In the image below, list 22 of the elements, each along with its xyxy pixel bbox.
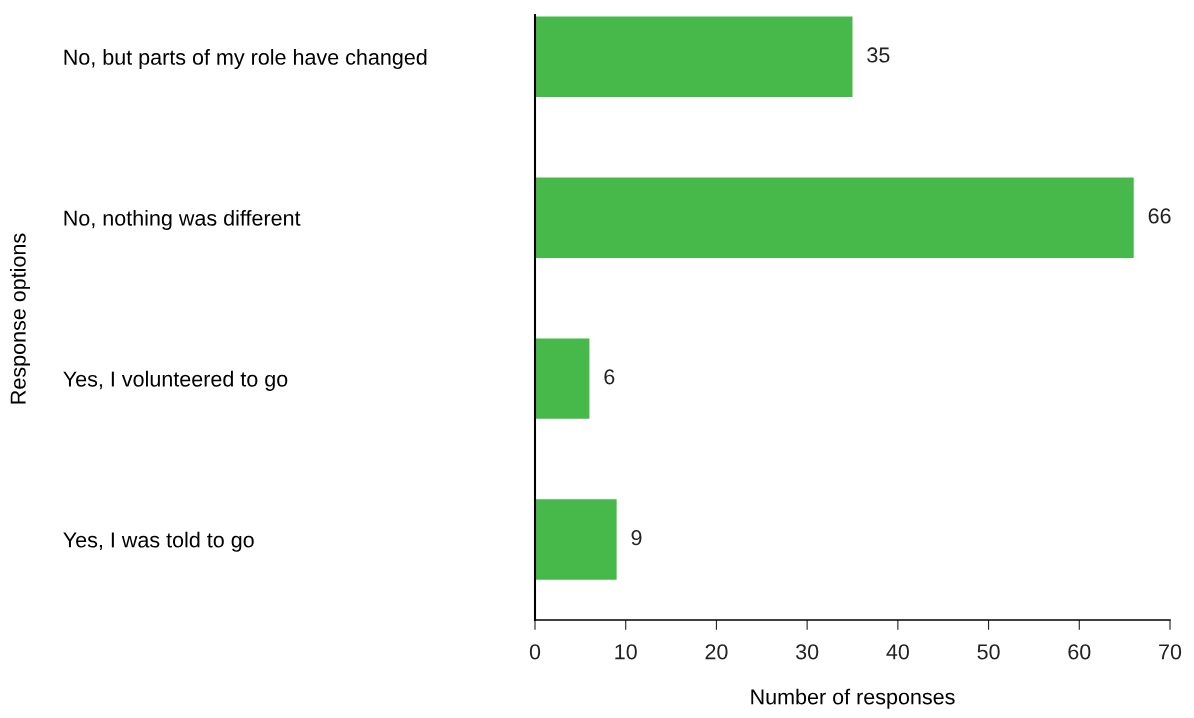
data-label: 66 bbox=[1148, 208, 1171, 224]
y-tick-label: Yes, I was told to go bbox=[63, 531, 254, 552]
y-axis-title: Response options bbox=[9, 233, 31, 404]
y-tick-label: Yes, I volunteered to go bbox=[63, 370, 288, 391]
x-tick-label: 70 bbox=[1159, 644, 1182, 660]
bar bbox=[535, 16, 853, 98]
bar bbox=[535, 338, 590, 419]
x-tick-label: 20 bbox=[705, 644, 728, 660]
x-tick-label: 0 bbox=[529, 644, 541, 660]
data-label: 9 bbox=[631, 530, 642, 546]
x-tick-label: 40 bbox=[886, 644, 909, 660]
x-axis-title: Number of responses bbox=[751, 688, 955, 709]
data-label: 6 bbox=[604, 369, 615, 385]
data-label: 35 bbox=[867, 47, 890, 63]
bar bbox=[535, 177, 1134, 258]
x-tick-label: 30 bbox=[795, 644, 819, 660]
x-tick-label: 50 bbox=[977, 644, 1000, 660]
x-tick-label: 60 bbox=[1068, 644, 1091, 660]
x-tick-label: 10 bbox=[615, 644, 637, 660]
bar bbox=[535, 499, 617, 580]
y-tick-label: No, but parts of my role have changed bbox=[64, 49, 427, 70]
y-tick-label: No, nothing was different bbox=[64, 209, 301, 231]
